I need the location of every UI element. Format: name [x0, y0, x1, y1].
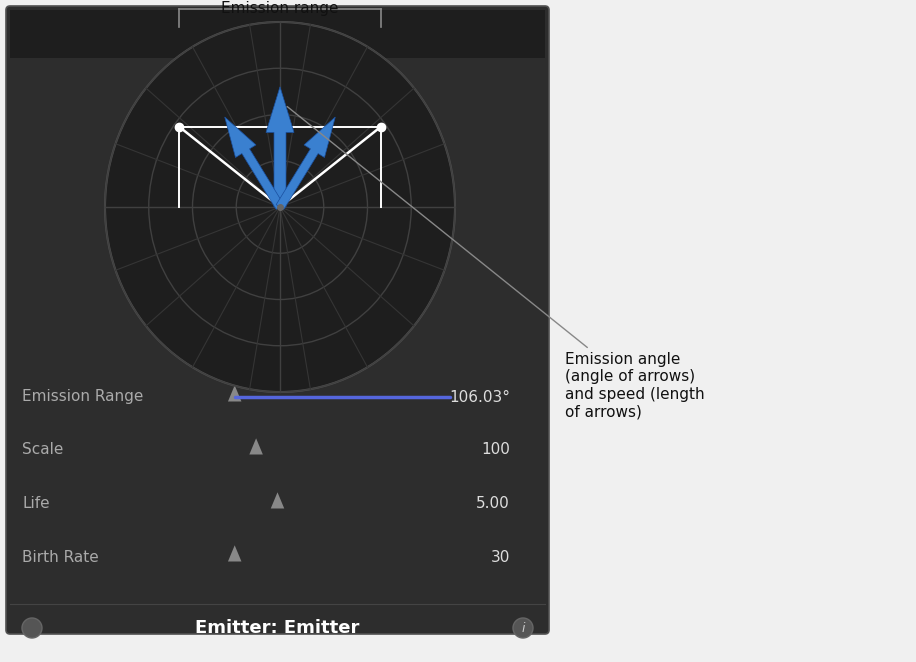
- FancyBboxPatch shape: [6, 6, 549, 634]
- Text: Life: Life: [22, 496, 49, 512]
- FancyArrow shape: [276, 117, 335, 209]
- FancyArrow shape: [266, 87, 294, 207]
- Bar: [10, 10, 545, 58]
- Text: Emission range: Emission range: [222, 1, 339, 16]
- Text: Birth Rate: Birth Rate: [22, 549, 99, 565]
- Text: Emission Range: Emission Range: [22, 389, 144, 404]
- Circle shape: [22, 618, 42, 638]
- Polygon shape: [228, 545, 242, 561]
- Ellipse shape: [105, 22, 455, 392]
- Polygon shape: [271, 493, 284, 508]
- Text: 5.00: 5.00: [476, 496, 510, 512]
- FancyArrow shape: [224, 117, 284, 209]
- Text: Scale: Scale: [22, 442, 63, 457]
- Text: 100: 100: [481, 442, 510, 457]
- Polygon shape: [249, 438, 263, 455]
- Text: Emission angle
(angle of arrows)
and speed (length
of arrows): Emission angle (angle of arrows) and spe…: [287, 107, 704, 419]
- Text: 106.03°: 106.03°: [449, 389, 510, 404]
- Text: Emitter: Emitter: Emitter: Emitter: [195, 619, 360, 637]
- Polygon shape: [228, 385, 242, 401]
- Text: 30: 30: [491, 549, 510, 565]
- Text: i: i: [521, 622, 525, 634]
- Circle shape: [513, 618, 533, 638]
